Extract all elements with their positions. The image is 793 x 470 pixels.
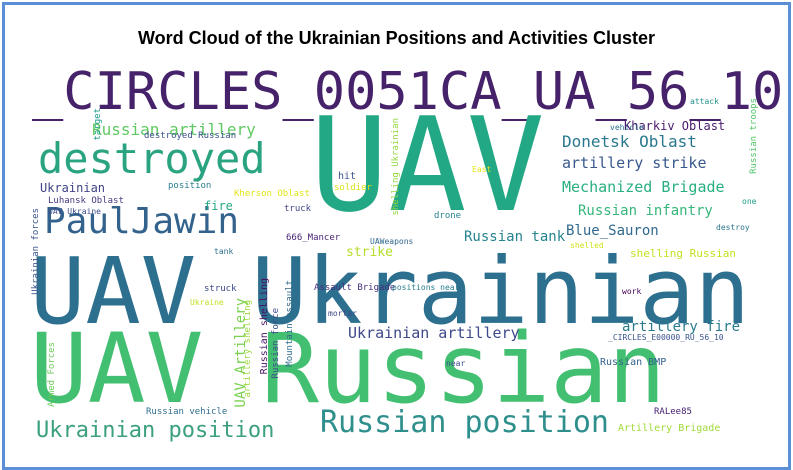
cloud-word: work (622, 287, 642, 296)
cloud-word: PaulJawin (44, 201, 240, 242)
cloud-word: near (446, 359, 466, 368)
cloud-word: destroyed (38, 134, 266, 183)
cloud-word: Mechanized Brigade (562, 178, 725, 196)
cloud-word: hit (338, 171, 357, 182)
cloud-word: Russian position (320, 405, 609, 440)
cloud-word: mortar (328, 309, 357, 318)
cloud-word: Blue_Sauron (566, 223, 659, 239)
cloud-word: fire (204, 199, 233, 213)
cloud-word: Russian shelling (259, 278, 270, 375)
cloud-word: 666_Mancer (286, 233, 341, 243)
cloud-word: Russian artillery (92, 120, 256, 139)
cloud-word: shelled (570, 241, 604, 250)
cloud-word: truck (284, 204, 312, 214)
cloud-word: Ukrainian position (36, 418, 275, 443)
cloud-word: strike (346, 245, 393, 260)
cloud-word: position (168, 181, 212, 191)
cloud-word: Ukrainian artillery (348, 324, 520, 342)
cloud-word: shelling Ukrainian (391, 118, 401, 216)
cloud-word: artillery fire (622, 319, 741, 335)
cloud-word: Ukrainian (40, 181, 106, 195)
cloud-word: UAV Ukraine (48, 207, 101, 216)
cloud-word: Donetsk Oblast (562, 132, 697, 151)
word-cloud: _CIRCLES_0051CA_UA_56_10 UAV UAV Ukrainian… (28, 58, 783, 445)
cloud-word: UAWeapons (370, 237, 414, 246)
cloud-word: Russian BMP (600, 357, 667, 368)
cloud-word: Artillery Brigade (618, 423, 721, 434)
cloud-word: Luhansk Oblast (48, 196, 124, 206)
cloud-word: struck (204, 284, 237, 294)
cloud-word: Russian infantry (578, 203, 713, 219)
cloud-word: Russian tank (464, 229, 566, 245)
cloud-word: artillery strike (562, 154, 707, 172)
cloud-word: positions near (392, 283, 460, 292)
cloud-word: UAV Ukrainian (30, 238, 751, 345)
cloud-word: Mountain assault (285, 280, 295, 367)
cloud-word: Russian troops (749, 98, 759, 174)
cloud-word: drone (434, 211, 462, 221)
cloud-word: target (93, 108, 103, 141)
figure-title: Word Cloud of the Ukrainian Positions an… (137, 28, 656, 48)
cloud-word: one (742, 197, 757, 206)
cloud-word: soldier (334, 183, 372, 193)
cloud-word: Assault Brigade (314, 283, 396, 293)
cloud-word: attack (690, 97, 719, 106)
cloud-word: vehicle (610, 123, 644, 132)
cloud-word: shelling Russian (630, 247, 736, 260)
cloud-word: destroyed Russian (144, 131, 237, 141)
cloud-word: UAV Russian (30, 313, 666, 425)
cloud-word: Armed Forces (47, 342, 57, 408)
cloud-word: destroy (716, 223, 750, 232)
cloud-word: Ukrainian forces (31, 208, 41, 295)
cloud-word: Ukraine (190, 298, 224, 307)
cloud-word: artillery shelling (243, 300, 253, 398)
cloud-word: East (472, 165, 492, 174)
cloud-word: Russian force (271, 308, 281, 379)
cloud-word: Russian vehicle (146, 407, 228, 417)
cloud-word: RALee85 (654, 407, 692, 417)
cloud-word: Kharkiv Oblast (624, 119, 726, 133)
cloud-word: tank (214, 247, 234, 256)
cloud-word: _CIRCLES_0051CA_UA_56_10 (32, 62, 784, 122)
cloud-word: Kherson Oblast (234, 189, 310, 199)
cloud-word: _CIRCLES_E00000_RU_56_10 (608, 333, 724, 342)
cloud-word: UAV (310, 89, 545, 241)
